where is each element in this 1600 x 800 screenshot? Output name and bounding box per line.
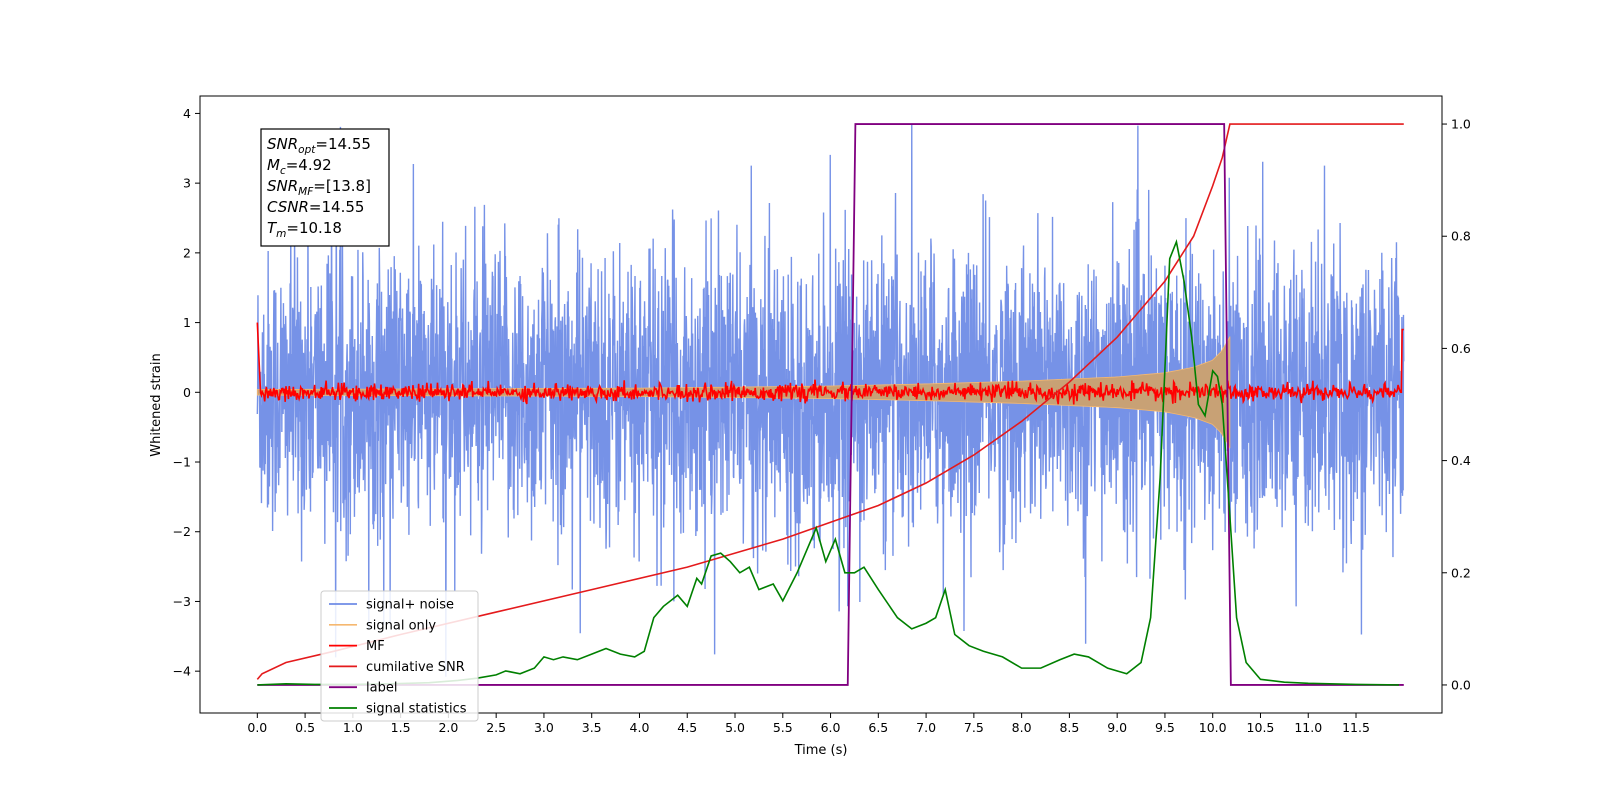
stats-symbol: T <box>267 219 278 237</box>
y-tick-label: −4 <box>173 664 191 679</box>
stats-value: =4.92 <box>286 156 332 174</box>
y2-tick-label: 0.4 <box>1451 453 1471 468</box>
x-tick-label: 6.0 <box>821 720 841 735</box>
x-tick-label: 11.0 <box>1294 720 1322 735</box>
x-tick-label: 5.0 <box>725 720 745 735</box>
legend-frame <box>320 590 479 722</box>
stats-subscript: m <box>276 228 286 240</box>
x-tick-label: 8.0 <box>1012 720 1032 735</box>
x-tick-label: 7.5 <box>964 720 984 735</box>
stats-line: Tm=10.18 <box>267 219 342 240</box>
y-axis-left: 4 3 2 1 0 −1 −2 −3 −4 <box>173 106 200 679</box>
x-tick-label: 0.5 <box>295 720 315 735</box>
x-axis-label: Time (s) <box>794 743 848 758</box>
x-tick-label: 8.5 <box>1059 720 1079 735</box>
stats-symbol: CSNR <box>267 198 309 216</box>
plot-frame <box>199 95 1443 714</box>
y2-tick-label: 0.8 <box>1451 229 1471 244</box>
x-tick-label: 10.0 <box>1199 720 1227 735</box>
stats-subscript: c <box>280 165 286 177</box>
y2-tick-label: 0.0 <box>1451 677 1471 692</box>
legend: signal+ noise signal only MF cumilative SNR… <box>320 590 479 722</box>
x-tick-label: 5.5 <box>773 720 793 735</box>
stats-symbol: SNR <box>267 177 298 195</box>
stats-value: =10.18 <box>286 219 342 237</box>
stats-value: =14.55 <box>309 198 365 216</box>
x-tick-label: 7.0 <box>916 720 936 735</box>
x-tick-label: 1.0 <box>343 720 363 735</box>
y-tick-label: 1 <box>183 315 191 330</box>
y2-tick-label: 1.0 <box>1451 117 1471 132</box>
x-tick-label: 1.5 <box>391 720 411 735</box>
stats-symbol: M <box>267 156 280 174</box>
x-tick-label: 0.0 <box>247 720 267 735</box>
stats-annotation-box: SNRopt=14.55Mc=4.92SNRMF=[13.8]CSNR=14.5… <box>260 128 390 247</box>
y-tick-label: 2 <box>183 245 191 260</box>
x-tick-label: 3.0 <box>534 720 554 735</box>
legend-label: label <box>366 681 397 696</box>
legend-label: signal only <box>366 618 436 633</box>
x-tick-label: 9.5 <box>1155 720 1175 735</box>
x-tick-label: 4.5 <box>677 720 697 735</box>
x-tick-label: 6.5 <box>868 720 888 735</box>
stats-line: Mc=4.92 <box>267 156 332 177</box>
x-tick-label: 2.0 <box>438 720 458 735</box>
y2-tick-label: 0.2 <box>1451 565 1471 580</box>
y-axis-label: Whitened strain <box>149 353 164 456</box>
series-mf-line <box>256 322 1404 405</box>
x-tick-label: 9.0 <box>1107 720 1127 735</box>
stats-line: SNRopt=14.55 <box>267 135 371 156</box>
x-tick-label: 3.5 <box>582 720 602 735</box>
stats-value: =14.55 <box>315 135 371 153</box>
y2-tick-label: 0.6 <box>1451 341 1471 356</box>
stats-line: CSNR=14.55 <box>267 198 364 216</box>
x-tick-label: 10.5 <box>1247 720 1275 735</box>
x-tick-label: 4.0 <box>630 720 650 735</box>
stats-box-frame <box>260 128 390 247</box>
y-tick-label: −2 <box>173 524 191 539</box>
legend-label: cumilative SNR <box>366 660 465 675</box>
x-tick-label: 2.5 <box>486 720 506 735</box>
stats-line: SNRMF=[13.8] <box>267 177 371 198</box>
y-tick-label: −1 <box>173 455 191 470</box>
y-tick-label: 3 <box>183 176 191 191</box>
stats-symbol: SNR <box>267 135 298 153</box>
legend-label: signal+ noise <box>366 598 454 613</box>
legend-label: signal statistics <box>366 702 467 717</box>
stats-subscript: MF <box>298 186 314 198</box>
x-axis: 0.0 0.5 1.0 1.5 2.0 2.5 3.0 3.5 4.0 4.5 5.0 5.5 6.0 6… <box>247 713 1370 735</box>
stats-value: =[13.8] <box>313 177 371 195</box>
stats-subscript: opt <box>298 144 316 156</box>
x-tick-label: 11.5 <box>1342 720 1370 735</box>
series-label-line <box>257 123 1404 686</box>
y-tick-label: 0 <box>183 385 191 400</box>
y-tick-label: 4 <box>183 106 191 121</box>
series-signal-statistics-line <box>257 239 1400 686</box>
y-tick-label: −3 <box>173 594 191 609</box>
legend-label: MF <box>366 639 385 654</box>
y-axis-right: 1.0 0.8 0.6 0.4 0.2 0.0 <box>1442 117 1471 692</box>
